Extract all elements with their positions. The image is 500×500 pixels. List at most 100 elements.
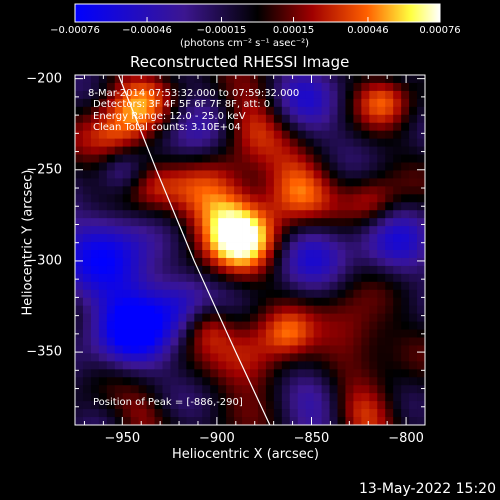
heatmap-cell [146, 114, 155, 124]
heatmap-cell [162, 409, 171, 418]
heatmap-cell [417, 186, 425, 195]
heatmap-cell [369, 289, 378, 299]
heatmap-cell [281, 154, 291, 163]
heatmap-cell [265, 393, 275, 402]
heatmap-cell [178, 226, 187, 235]
heatmap-cell [114, 75, 124, 84]
heatmap-cell [313, 98, 322, 108]
heatmap-cell [162, 345, 171, 354]
heatmap-cell [313, 313, 322, 322]
heatmap-cell [202, 98, 211, 108]
heatmap-cell [234, 82, 243, 92]
heatmap-cell [106, 353, 116, 362]
heatmap-cell [417, 353, 425, 362]
heatmap-cell [154, 82, 163, 92]
heatmap-cell [75, 170, 84, 179]
heatmap-cell [329, 82, 338, 92]
heatmap-cell [226, 194, 235, 203]
heatmap-cell [289, 313, 299, 322]
heatmap-cell [305, 353, 315, 362]
heatmap-cell [122, 218, 132, 227]
heatmap-cell [114, 393, 124, 402]
heatmap-cell [154, 242, 163, 251]
heatmap-cell [289, 297, 299, 307]
heatmap-cell [234, 401, 243, 410]
heatmap-cell [345, 226, 354, 235]
heatmap-cell [281, 297, 291, 307]
heatmap-cell [82, 273, 92, 283]
heatmap-cell [242, 210, 251, 219]
heatmap-cell [273, 178, 283, 187]
heatmap-cell [178, 130, 187, 140]
heatmap-cell [305, 194, 315, 203]
heatmap-cell [194, 130, 203, 140]
heatmap-cell [409, 273, 418, 283]
energy-range-annotation: Energy Range: 12.0 - 25.0 keV [93, 111, 246, 122]
heatmap-cell [202, 297, 211, 307]
heatmap-cell [242, 409, 251, 418]
heatmap-cell [257, 170, 267, 179]
heatmap-cell [226, 130, 235, 140]
heatmap-cell [385, 313, 394, 322]
heatmap-cell [273, 194, 283, 203]
heatmap-cell [337, 409, 346, 418]
heatmap-cell [417, 417, 425, 425]
heatmap-cell [178, 305, 187, 315]
heatmap-cell [194, 353, 203, 362]
heatmap-cell [305, 186, 315, 195]
heatmap-cell [210, 194, 219, 203]
heatmap-cell [242, 75, 251, 84]
heatmap-cell [138, 369, 147, 378]
heatmap-cell [257, 162, 267, 171]
heatmap-cell [265, 202, 275, 211]
heatmap-cell [321, 337, 330, 346]
heatmap-cell [226, 361, 235, 370]
heatmap-cell [146, 393, 155, 402]
heatmap-cell [75, 393, 84, 402]
heatmap-cell [202, 409, 211, 418]
heatmap-cell [337, 138, 346, 147]
heatmap-cell [321, 242, 330, 251]
heatmap-cell [114, 401, 124, 410]
heatmap-cell [98, 114, 108, 124]
heatmap-cell [82, 82, 92, 92]
heatmap-cell [186, 90, 195, 100]
heatmap-cell [313, 170, 322, 179]
heatmap-cell [250, 305, 259, 315]
heatmap-cell [106, 162, 116, 171]
heatmap-cell [130, 377, 140, 386]
heatmap-cell [281, 273, 291, 283]
heatmap-cell [409, 337, 418, 346]
heatmap-cell [234, 122, 243, 132]
heatmap-cell [146, 377, 155, 386]
heatmap-cell [138, 409, 147, 418]
heatmap-cell [321, 289, 330, 299]
heatmap-cell [242, 138, 251, 147]
heatmap-cell [417, 401, 425, 410]
heatmap-cell [265, 138, 275, 147]
heatmap-cell [265, 369, 275, 378]
heatmap-cell [146, 273, 155, 283]
heatmap-cell [329, 178, 338, 187]
heatmap-cell [401, 250, 410, 259]
heatmap-cell [353, 178, 362, 187]
heatmap-cell [321, 114, 330, 124]
heatmap-cell [257, 281, 267, 291]
heatmap-cell [154, 305, 163, 315]
heatmap-cell [130, 369, 140, 378]
heatmap-cell [281, 337, 291, 346]
heatmap-cell [82, 361, 92, 370]
heatmap-cell [186, 377, 195, 386]
heatmap-cell [321, 393, 330, 402]
heatmap-cell [146, 106, 155, 116]
heatmap-cell [361, 210, 370, 219]
heatmap-cell [82, 90, 92, 100]
heatmap-cell [210, 417, 219, 425]
heatmap-cell [313, 273, 322, 283]
heatmap-cell [257, 321, 267, 330]
heatmap-cell [337, 170, 346, 179]
heatmap-cell [146, 353, 155, 362]
heatmap-cell [265, 257, 275, 267]
heatmap-cell [242, 361, 251, 370]
heatmap-cell [170, 385, 179, 394]
